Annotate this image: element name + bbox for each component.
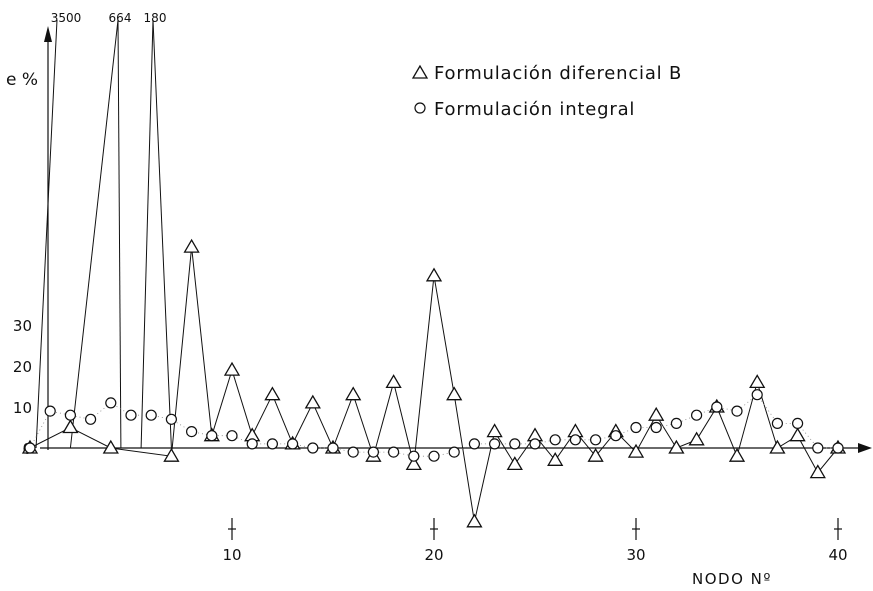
circle-marker — [105, 397, 117, 409]
triangle-marker — [627, 443, 645, 458]
triangle-marker — [264, 386, 281, 401]
triangle-marker — [506, 456, 523, 471]
circle-marker — [650, 421, 662, 434]
circle-marker — [266, 438, 278, 450]
offscale-line — [117, 19, 122, 449]
circle-marker — [44, 405, 56, 417]
triangle-marker — [668, 439, 685, 454]
offscale-line — [140, 19, 154, 449]
circle-marker — [791, 417, 804, 429]
circle-marker — [489, 438, 501, 450]
triangle-marker — [486, 423, 503, 438]
circle-marker — [186, 426, 198, 438]
offscale-lines: 3500 664 180 — [35, 11, 172, 449]
circle-marker — [428, 450, 440, 462]
circle-marker — [165, 413, 177, 425]
circle-marker — [206, 430, 218, 442]
circle-marker — [287, 438, 299, 450]
circle-marker — [367, 446, 379, 458]
circle-marker — [307, 442, 319, 454]
circle-marker — [690, 409, 703, 421]
triangle-marker — [405, 456, 422, 471]
triangle-marker — [425, 267, 443, 282]
x-tick-label: 30 — [626, 546, 645, 564]
circle-marker — [751, 389, 763, 401]
circle-marker — [125, 409, 137, 421]
circle-marker — [832, 442, 844, 454]
triangle-marker — [688, 431, 705, 446]
legend: Formulación diferencial B Formulación int… — [411, 63, 682, 120]
triangle-marker — [304, 394, 321, 409]
x-tick-label: 10 — [222, 546, 241, 564]
triangle-marker — [789, 427, 806, 442]
offscale-label: 664 — [109, 11, 132, 25]
triangle-marker — [102, 439, 119, 454]
y-axis — [44, 26, 52, 450]
circle-marker — [24, 442, 36, 454]
circle-marker — [670, 417, 683, 429]
circle-marker — [711, 401, 723, 413]
circle-marker — [731, 405, 743, 417]
circle-marker — [226, 430, 238, 442]
circle-marker — [569, 434, 582, 446]
circle-marker — [246, 438, 258, 450]
x-tick-label: 20 — [424, 546, 443, 564]
circle-marker — [468, 438, 480, 450]
triangle-marker — [62, 419, 79, 434]
circle-marker — [448, 446, 460, 458]
triangle-marker — [648, 406, 665, 421]
triangle-marker — [728, 447, 746, 462]
circle-marker — [549, 434, 561, 446]
triangle-marker — [345, 386, 362, 401]
circle-marker — [509, 438, 521, 450]
triangle-marker — [223, 361, 241, 376]
triangle-marker — [587, 447, 604, 462]
triangle-marker — [163, 447, 180, 462]
series-markers — [21, 238, 847, 528]
triangle-marker — [183, 238, 200, 253]
legend-label: Formulación integral — [434, 99, 635, 120]
triangle-marker — [749, 374, 766, 389]
circle-marker — [388, 446, 400, 458]
circle-marker — [812, 442, 824, 454]
circle-marker — [589, 434, 602, 446]
legend-label: Formulación diferencial B — [434, 63, 682, 84]
offscale-line — [35, 19, 58, 449]
circle-marker — [64, 409, 77, 421]
circle-marker — [408, 450, 420, 462]
circle-marker — [771, 417, 784, 429]
circle-marker — [327, 442, 339, 454]
series-lines — [29, 247, 839, 522]
x-tick-label: 40 — [828, 546, 847, 564]
y-axis-label: e % — [6, 70, 38, 90]
offscale-line — [69, 19, 119, 449]
circle-marker — [145, 409, 157, 421]
offscale-label: 180 — [144, 11, 167, 25]
y-tick-label: 10 — [13, 399, 32, 417]
y-tick-label: 30 — [13, 317, 32, 335]
triangle-marker — [769, 439, 786, 454]
triangle-marker — [385, 374, 402, 389]
legend-circle-icon — [414, 102, 426, 114]
legend-triangle-icon — [411, 64, 429, 79]
x-axis-label: NODO Nº — [692, 570, 772, 588]
x-ticks: 10 20 30 40 — [222, 518, 848, 564]
triangle-marker — [466, 513, 483, 528]
y-tick-label: 20 — [13, 358, 32, 376]
triangle-marker — [446, 386, 463, 401]
circle-marker — [610, 430, 622, 442]
circle-marker — [529, 438, 541, 450]
triangle-marker — [547, 452, 564, 466]
circle-marker — [347, 446, 359, 458]
circle-marker — [630, 421, 642, 434]
offscale-line — [152, 19, 172, 449]
circle-marker — [84, 413, 97, 425]
triangle-marker — [809, 464, 826, 479]
offscale-label: 3500 — [51, 11, 82, 25]
series-line-triangle — [29, 247, 839, 522]
